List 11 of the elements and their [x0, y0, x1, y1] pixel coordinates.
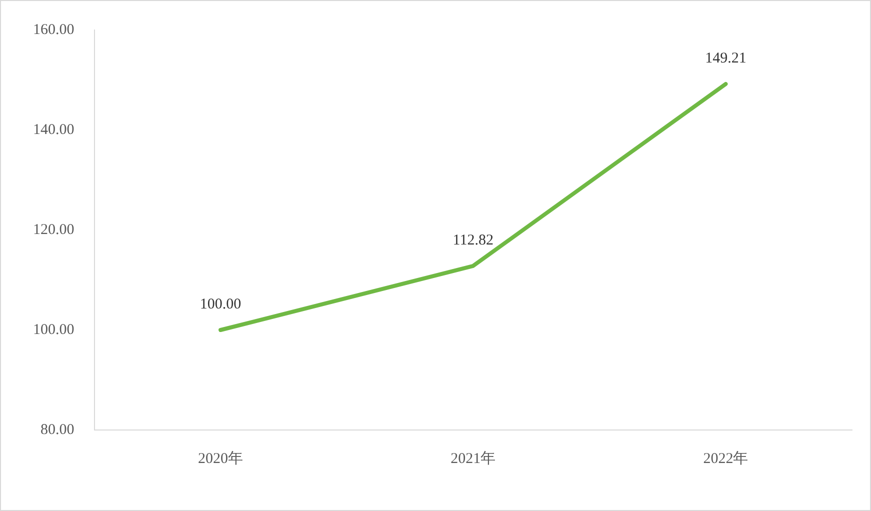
- y-tick-label: 80.00: [40, 422, 74, 438]
- y-tick-label: 140.00: [33, 122, 74, 138]
- y-tick-label: 120.00: [33, 222, 74, 238]
- data-label: 112.82: [452, 232, 494, 248]
- data-label: 100.00: [200, 296, 242, 312]
- x-tick-label: 2020年: [198, 450, 244, 467]
- x-tick-label: 2022年: [703, 450, 748, 467]
- data-label: 149.21: [705, 50, 746, 66]
- y-tick-label: 100.00: [33, 322, 74, 338]
- y-tick-label: 160.00: [33, 22, 74, 38]
- x-tick-label: 2021年: [450, 450, 496, 467]
